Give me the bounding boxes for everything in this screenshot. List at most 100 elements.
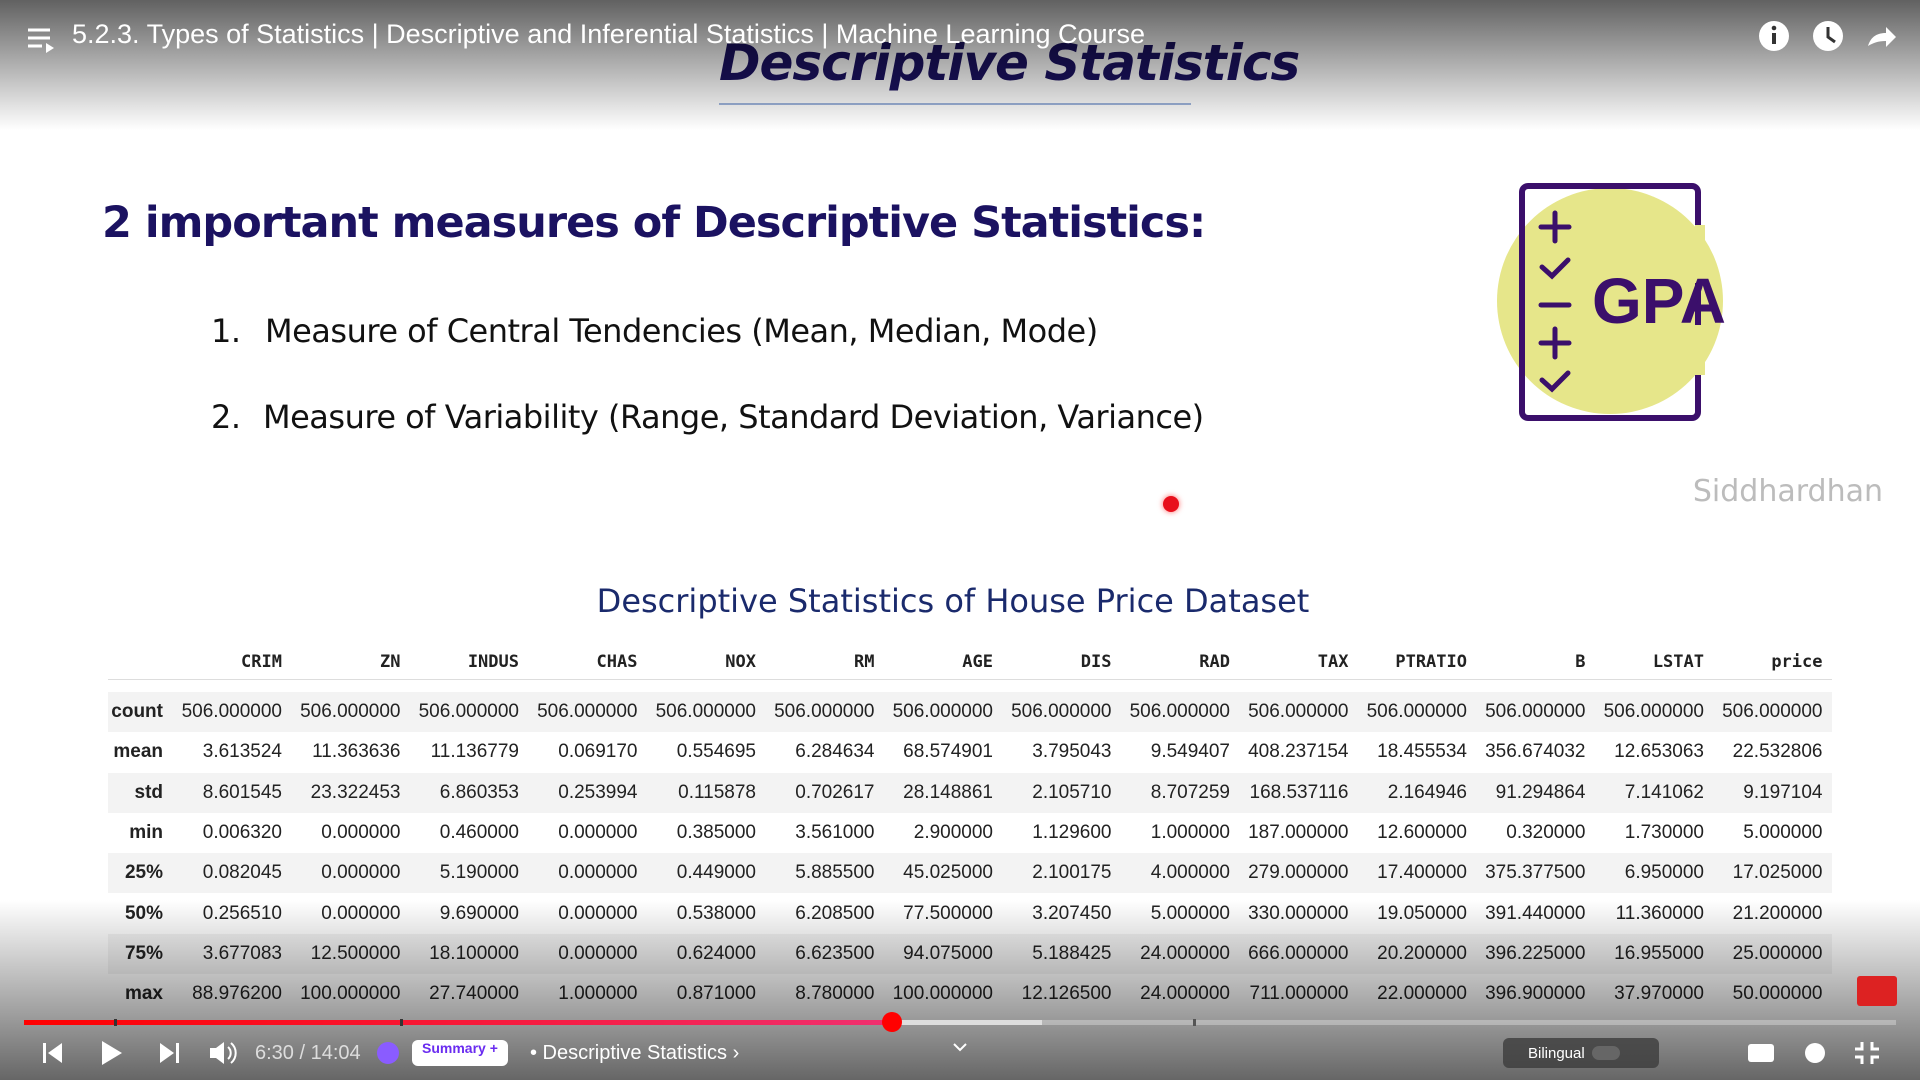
settings-button[interactable] — [1805, 1043, 1825, 1063]
table-cell: 0.253994 — [558, 781, 638, 803]
table-cell: 12.600000 — [1377, 821, 1467, 843]
table-cell: 3.561000 — [795, 821, 875, 843]
row-shade — [108, 692, 1832, 733]
summary-button[interactable]: Summary + — [412, 1040, 508, 1066]
column-header: CRIM — [241, 652, 282, 672]
column-header: RM — [854, 652, 875, 672]
table-cell: 2.164946 — [1387, 781, 1467, 803]
slide-heading: 2 important measures of Descriptive Stat… — [102, 198, 1206, 248]
table-cell: 68.574901 — [903, 741, 993, 763]
table-cell: 1.000000 — [1150, 821, 1230, 843]
column-header: CHAS — [596, 652, 638, 672]
list-number: 2. — [211, 398, 241, 436]
table-cell: 5.885500 — [795, 862, 875, 884]
time-display: 6:30 / 14:04 — [255, 1042, 361, 1064]
toggle-switch[interactable] — [1592, 1046, 1620, 1060]
column-header: INDUS — [467, 652, 519, 672]
chapter-gap — [1193, 1019, 1196, 1026]
table-cell: 1.730000 — [1624, 821, 1704, 843]
playback-controls — [43, 1041, 237, 1065]
row-label: 25% — [124, 862, 163, 884]
column-header: AGE — [962, 652, 993, 672]
chapter-gap — [400, 1019, 403, 1026]
table-cell: 506.000000 — [300, 701, 401, 722]
video-title[interactable]: 5.2.3. Types of Statistics | Descriptive… — [72, 19, 1146, 49]
play-button[interactable] — [102, 1041, 122, 1065]
table-cell: 11.136779 — [430, 741, 519, 763]
row-label: min — [129, 821, 163, 843]
table-cell: 11.363636 — [312, 741, 401, 763]
progress-played — [24, 1020, 893, 1025]
location-badge[interactable] — [377, 1042, 399, 1064]
table-cell: 0.000000 — [321, 821, 401, 843]
table-cell: 506.000000 — [774, 701, 875, 722]
table-cell: 506.000000 — [1603, 701, 1704, 722]
column-header: RAD — [1199, 652, 1230, 672]
column-header: TAX — [1317, 652, 1349, 672]
column-header: price — [1771, 652, 1823, 672]
previous-button[interactable] — [43, 1043, 62, 1063]
watermark: Siddhardhan — [1692, 474, 1883, 509]
gpa-icon: GPA — [1497, 183, 1726, 421]
table-cell: 0.385000 — [676, 821, 756, 843]
table-cell: 356.674032 — [1485, 741, 1586, 763]
table-cell: 0.554695 — [676, 741, 756, 763]
table-cell: 6.284634 — [795, 741, 875, 763]
table-cell: 506.000000 — [1722, 701, 1823, 722]
table-cell: 506.000000 — [418, 701, 519, 722]
top-actions — [1759, 21, 1896, 51]
table-cell: 0.000000 — [558, 862, 638, 884]
exit-fullscreen-button[interactable] — [1855, 1042, 1879, 1064]
share-button[interactable] — [1868, 27, 1896, 47]
table-cell: 506.000000 — [1485, 701, 1586, 722]
list-number: 1. — [211, 312, 241, 350]
watch-later-button[interactable] — [1813, 21, 1843, 51]
table-cell: 18.455534 — [1377, 741, 1467, 763]
chapter-title[interactable]: • Descriptive Statistics › — [530, 1042, 740, 1064]
table-cell: 28.148861 — [903, 781, 993, 803]
column-header: LSTAT — [1652, 652, 1704, 672]
row-shade — [108, 853, 1832, 894]
table-cell: 2.100175 — [1032, 862, 1112, 884]
scrubber[interactable] — [882, 1012, 902, 1032]
table-cell: 0.702617 — [795, 781, 875, 803]
next-button[interactable] — [160, 1043, 179, 1063]
bilingual-toggle[interactable] — [1503, 1038, 1659, 1068]
table-cell: 506.000000 — [1011, 701, 1112, 722]
table-title: Descriptive Statistics of House Price Da… — [596, 582, 1310, 620]
table-cell: 279.000000 — [1248, 862, 1349, 884]
table-cell: 0.460000 — [439, 821, 519, 843]
table-cell: 6.950000 — [1624, 862, 1704, 884]
table-cell: 9.197104 — [1743, 781, 1823, 803]
table-cell: 4.000000 — [1150, 862, 1230, 884]
table-cell: 22.532806 — [1732, 741, 1823, 763]
table-cell: 17.400000 — [1377, 862, 1467, 884]
table-cell: 6.860353 — [439, 781, 519, 803]
table-cell: 506.000000 — [1248, 701, 1349, 722]
column-header: NOX — [725, 652, 756, 672]
bilingual-label: Bilingual — [1528, 1045, 1585, 1062]
volume-button[interactable] — [210, 1042, 237, 1064]
table-cell: 0.082045 — [202, 862, 282, 884]
table-cell: 8.707259 — [1150, 781, 1230, 803]
table-cell: 1.129600 — [1032, 821, 1112, 843]
cursor-dot — [1163, 496, 1179, 512]
column-header: PTRATIO — [1395, 652, 1467, 672]
table-cell: 375.377500 — [1485, 862, 1586, 884]
captions-button[interactable] — [1748, 1044, 1774, 1062]
expand-chevron[interactable] — [952, 1042, 968, 1054]
table-cell: 506.000000 — [1366, 701, 1467, 722]
right-controls — [1748, 1042, 1879, 1064]
info-button[interactable] — [1759, 21, 1789, 51]
table-cell: 168.537116 — [1249, 781, 1349, 803]
table-cell: 0.069170 — [558, 741, 638, 763]
table-header-line — [108, 679, 1832, 680]
subscribe-badge[interactable] — [1857, 976, 1897, 1006]
table-cell: 506.000000 — [181, 701, 282, 722]
column-header: B — [1575, 652, 1586, 672]
svg-text:GPA: GPA — [1592, 265, 1726, 337]
table-cell: 7.141062 — [1624, 781, 1704, 803]
table-cell: 0.320000 — [1506, 821, 1586, 843]
playlist-button[interactable] — [26, 25, 56, 55]
